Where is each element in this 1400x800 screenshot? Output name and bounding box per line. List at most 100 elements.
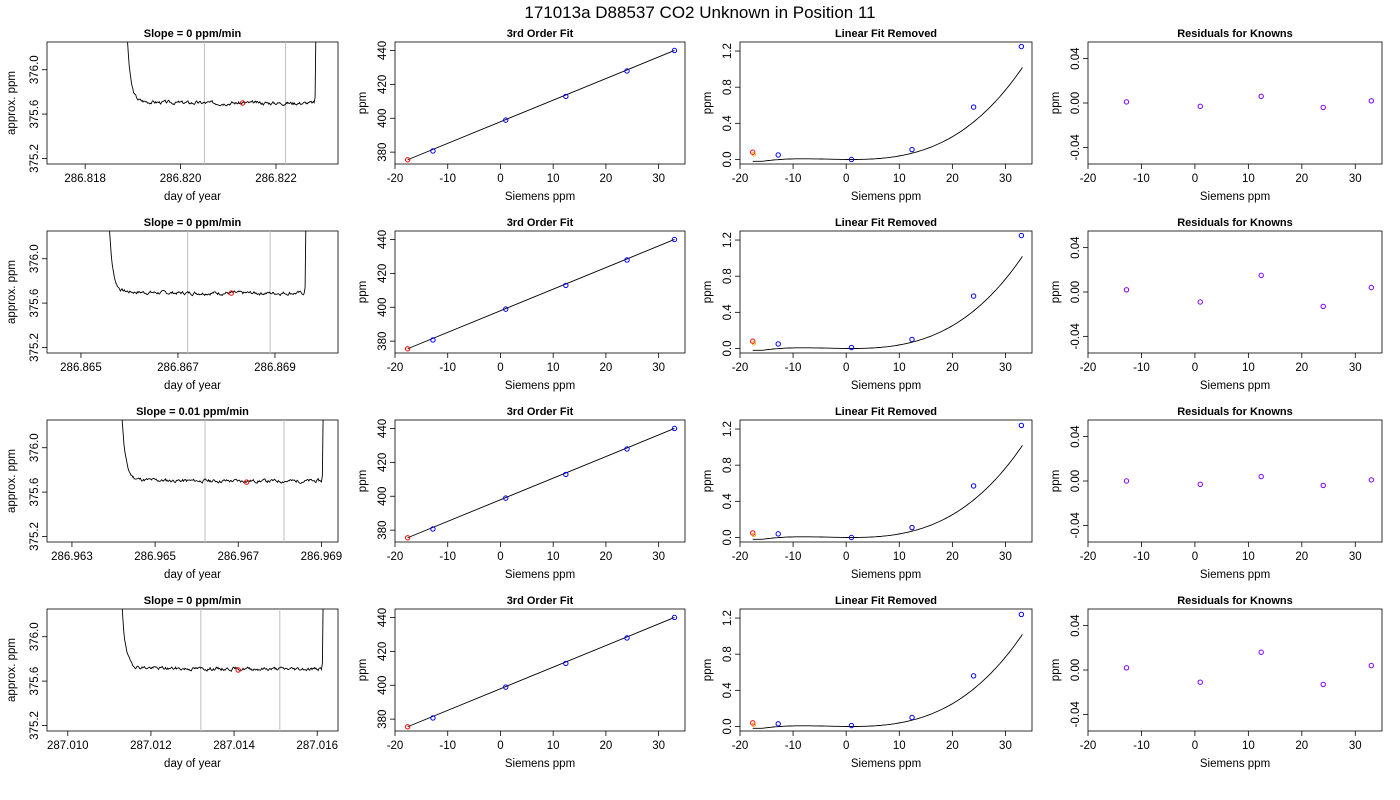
x-tick-label: -10 [1133, 362, 1150, 374]
y-axis-label: approx. ppm [6, 260, 18, 324]
y-tick-label: 376.0 [29, 622, 41, 651]
x-tick-label: -20 [1080, 173, 1097, 185]
y-tick-label: 0.4 [722, 304, 734, 321]
y-tick-label: 0.4 [722, 682, 734, 699]
known-standard-point [970, 104, 977, 110]
plot-frame [739, 41, 1033, 165]
x-tick-label: 20 [946, 740, 959, 752]
x-tick-label: -10 [1133, 551, 1150, 563]
known-standard-point [1018, 422, 1025, 429]
x-axis-label: Siemens ppm [505, 380, 575, 392]
unknown-point [750, 720, 756, 726]
known-standard-point [1258, 272, 1264, 279]
y-tick-label: 0.8 [722, 79, 734, 95]
panel-0-2: Linear Fit Removed -20 -10 0 10 20 30 0.0 0.4 0.8… [702, 28, 1033, 203]
panel-title: Slope = 0 ppm/min [144, 217, 242, 229]
x-tick-label: 20 [1295, 362, 1308, 374]
unknown-point [750, 530, 756, 536]
y-axis-label: ppm [357, 659, 369, 681]
x-axis-label: Siemens ppm [505, 758, 575, 770]
x-tick-label: 286.965 [134, 551, 176, 563]
x-tick-label: 30 [999, 740, 1012, 752]
x-tick-label: -10 [1133, 173, 1150, 185]
unknown-point-alt [751, 152, 756, 157]
plot-area [121, 420, 324, 542]
x-tick-label: 286.969 [301, 551, 343, 563]
x-tick-label: 0 [1192, 551, 1198, 563]
panel-title: Slope = 0 ppm/min [144, 595, 242, 607]
plot-area [404, 47, 678, 163]
y-tick-label: 0.04 [1070, 47, 1082, 70]
panel-title: 3rd Order Fit [507, 595, 574, 607]
known-standard-point [430, 337, 436, 343]
known-standard-point [563, 93, 569, 100]
x-axis-label: Siemens ppm [1200, 380, 1270, 392]
x-tick-label: 10 [547, 551, 560, 563]
x-tick-label: 10 [547, 173, 560, 185]
known-standard-point [848, 534, 855, 541]
known-standard-point [563, 471, 569, 478]
x-axis-label: Siemens ppm [505, 569, 575, 581]
known-standard-point [775, 531, 781, 537]
x-axis-label: Siemens ppm [851, 191, 921, 203]
y-tick-label: 376.0 [29, 433, 41, 462]
y-tick-label: 1.2 [722, 43, 734, 59]
x-tick-label: 30 [1349, 740, 1362, 752]
known-standard-point [1197, 299, 1203, 305]
plot-area [1123, 93, 1375, 111]
x-tick-label: 0 [497, 362, 503, 374]
known-standard-point [1258, 649, 1264, 655]
y-tick-label: 1.2 [722, 610, 734, 626]
y-tick-label: 440 [377, 230, 389, 249]
panel-title: Linear Fit Removed [835, 406, 937, 418]
plot-area [1123, 649, 1375, 688]
known-standard-point [909, 524, 915, 531]
x-tick-label: -10 [439, 362, 456, 374]
plot-area [750, 43, 1025, 163]
y-tick-label: 0.00 [1070, 659, 1082, 681]
y-tick-label: 376.0 [29, 244, 41, 273]
y-axis-label: ppm [702, 470, 714, 492]
concentration-trace [121, 609, 324, 672]
y-tick-label: 0.00 [1070, 281, 1082, 303]
known-standard-point [1320, 681, 1326, 688]
plot-area [404, 614, 678, 730]
y-tick-label: 420 [377, 642, 389, 661]
x-axis-label: Siemens ppm [851, 569, 921, 581]
known-standard-point [1123, 478, 1130, 484]
x-tick-label: 30 [999, 362, 1012, 374]
x-tick-label: 20 [946, 362, 959, 374]
known-standard-point [1123, 665, 1130, 671]
x-axis-label: Siemens ppm [1200, 191, 1270, 203]
known-standard-point [624, 257, 630, 263]
plot-area [127, 42, 317, 164]
panel-2-1: 3rd Order Fit -20 -10 0 10 20 30 380 400 420 440 Si… [357, 406, 686, 581]
y-tick-label: 440 [377, 608, 389, 627]
y-tick-label: 380 [377, 332, 389, 351]
x-tick-label: -20 [387, 740, 404, 752]
x-tick-label: -10 [785, 740, 802, 752]
x-tick-label: 0 [1192, 740, 1198, 752]
x-tick-label: 30 [1349, 551, 1362, 563]
y-tick-label: 0.04 [1070, 614, 1082, 637]
y-tick-label: 440 [377, 419, 389, 438]
x-tick-label: 10 [893, 551, 906, 563]
fit-line [407, 428, 675, 539]
y-tick-label: 375.6 [29, 478, 41, 507]
x-tick-label: -20 [387, 362, 404, 374]
panel-title: Linear Fit Removed [835, 28, 937, 40]
x-tick-label: 0 [843, 362, 849, 374]
panel-0-1: 3rd Order Fit -20 -10 0 10 20 30 380 400 420 440 Si… [357, 28, 686, 203]
plot-area [1123, 473, 1375, 489]
x-tick-label: 286.820 [160, 173, 202, 185]
y-tick-label: 380 [377, 710, 389, 729]
unknown-average-point [243, 479, 250, 485]
y-tick-label: 380 [377, 521, 389, 540]
x-tick-label: 10 [547, 740, 560, 752]
y-axis-label: ppm [1050, 659, 1062, 681]
fit-curve [752, 67, 1023, 162]
y-tick-label: 375.2 [29, 333, 41, 362]
x-tick-label: -20 [387, 551, 404, 563]
y-tick-label: 376.0 [29, 55, 41, 84]
known-standard-point [1368, 662, 1375, 669]
